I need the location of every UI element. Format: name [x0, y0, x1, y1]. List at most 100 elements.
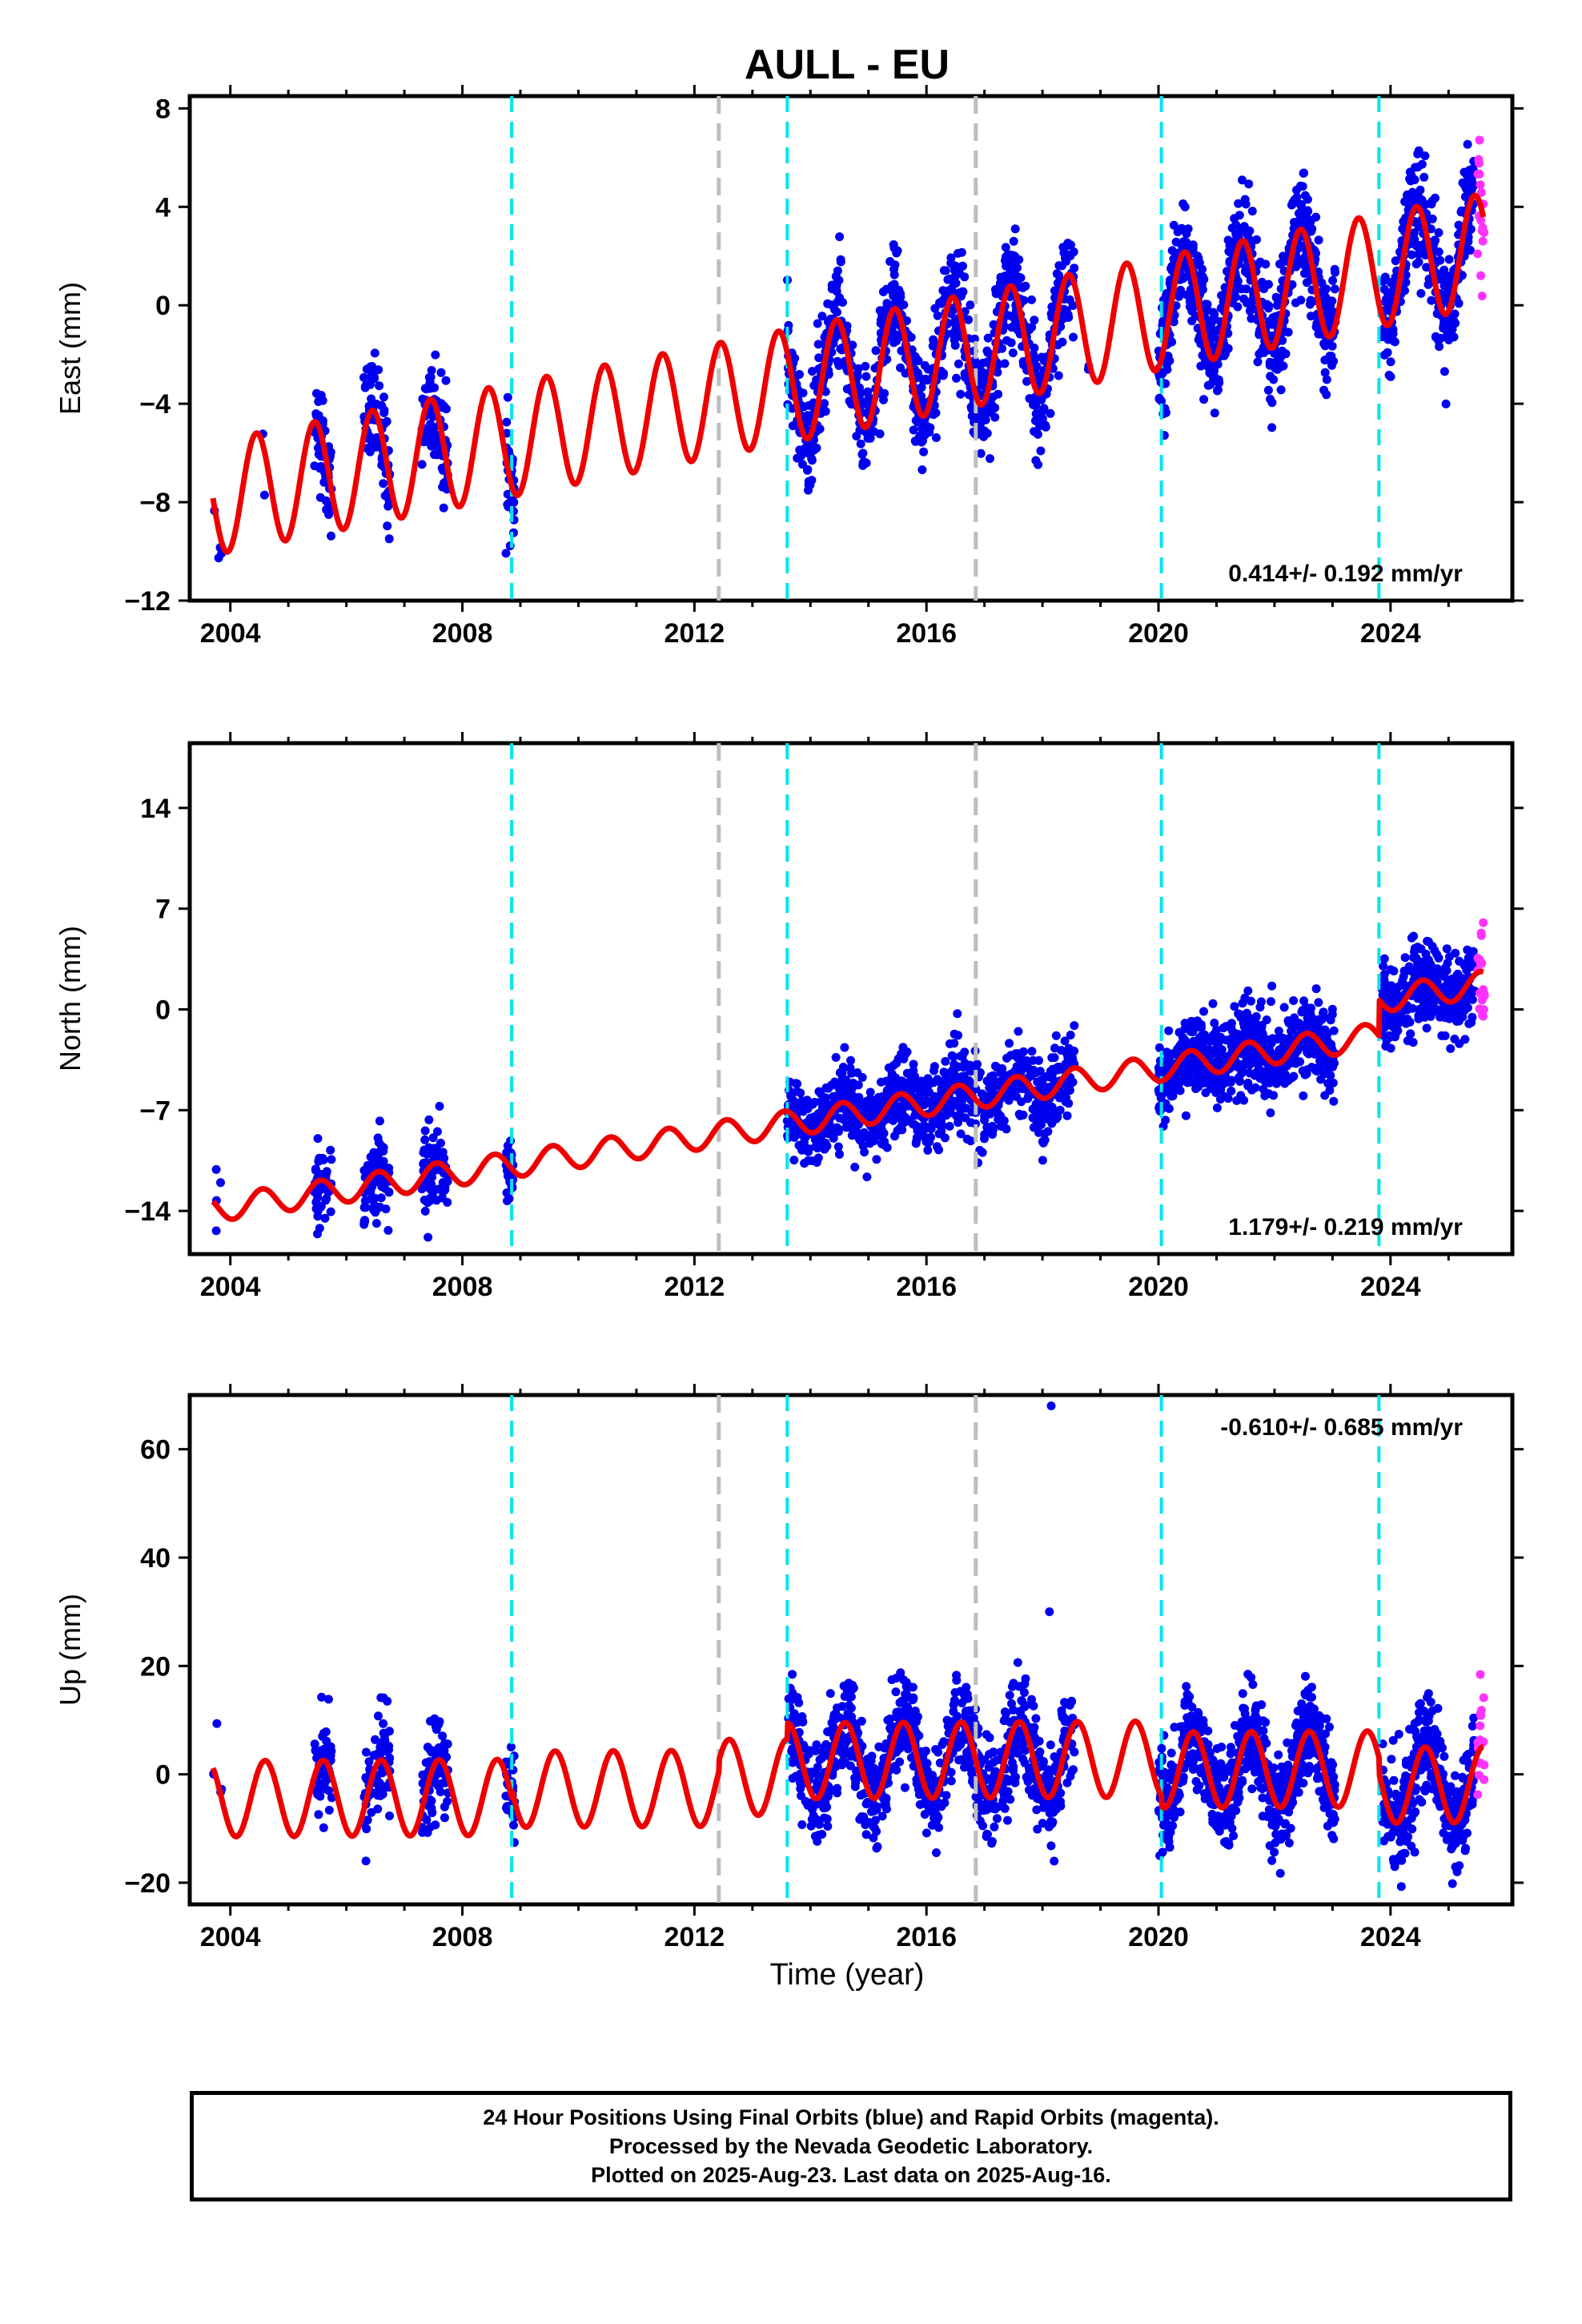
data-point-final	[1391, 1027, 1401, 1036]
data-point-final	[872, 1155, 881, 1164]
data-point-final	[838, 1063, 848, 1072]
data-point-final	[1289, 996, 1299, 1005]
data-point-final	[361, 1747, 371, 1757]
data-point-final	[426, 372, 436, 382]
data-point-final	[926, 1132, 935, 1142]
data-point-final	[950, 340, 960, 350]
data-point-final	[1413, 994, 1423, 1003]
data-point-final	[1304, 215, 1313, 224]
data-point-rapid	[1480, 989, 1489, 999]
data-point-final	[1008, 348, 1018, 358]
data-point-final	[1300, 1070, 1310, 1080]
data-point-final	[937, 299, 946, 308]
data-point-final	[885, 257, 895, 266]
data-point-final	[835, 232, 845, 242]
data-point-final	[1311, 984, 1321, 994]
data-point-final	[825, 1129, 834, 1139]
data-point-final	[1178, 1032, 1187, 1042]
data-point-final	[1384, 328, 1394, 338]
data-point-final	[1248, 1017, 1258, 1026]
data-point-final	[1154, 393, 1164, 403]
data-point-final	[1319, 385, 1329, 395]
y-tick-label: 7	[155, 895, 171, 925]
data-point-final	[360, 382, 370, 392]
data-point-final	[954, 248, 962, 258]
data-point-final	[1022, 376, 1031, 386]
data-point-final	[1460, 1035, 1470, 1044]
data-point-final	[1322, 375, 1331, 384]
data-point-final	[821, 407, 830, 416]
x-tick-label: 2024	[1360, 618, 1421, 649]
data-point-final	[977, 1089, 986, 1099]
data-point-final	[1439, 324, 1448, 333]
data-point-final	[1010, 224, 1020, 234]
data-point-final	[793, 1087, 801, 1096]
data-point-final	[1039, 1112, 1049, 1121]
data-point-final	[1233, 276, 1243, 286]
data-point-final	[1256, 997, 1266, 1007]
data-point-final	[1303, 206, 1312, 215]
data-point-final	[424, 1232, 433, 1242]
data-point-final	[1199, 1007, 1208, 1016]
data-point-final	[1427, 214, 1437, 223]
data-point-final	[1192, 1078, 1202, 1088]
data-point-final	[384, 1188, 394, 1196]
data-point-final	[1320, 356, 1330, 365]
data-point-final	[1262, 300, 1271, 309]
data-point-final	[1428, 996, 1437, 1005]
data-point-final	[980, 1130, 990, 1140]
data-point-final	[950, 1039, 959, 1048]
data-point-final	[889, 1080, 898, 1089]
data-point-final	[212, 1719, 222, 1728]
data-point-final	[1269, 375, 1279, 384]
data-point-final	[1433, 964, 1442, 974]
data-point-final	[374, 365, 383, 375]
data-point-final	[1267, 320, 1277, 329]
data-point-final	[1029, 1123, 1038, 1132]
y-axis-label: East (mm)	[54, 282, 86, 415]
data-point-final	[1014, 1027, 1023, 1036]
data-point-final	[1186, 1063, 1196, 1072]
data-point-final	[1299, 168, 1309, 178]
data-point-final	[364, 1757, 374, 1767]
data-point-final	[318, 1153, 327, 1163]
data-point-final	[1463, 964, 1472, 974]
data-point-final	[933, 311, 942, 320]
data-point-rapid	[1479, 918, 1488, 927]
data-point-final	[359, 372, 368, 382]
data-point-final	[383, 521, 392, 531]
data-point-final	[1243, 226, 1253, 235]
data-point-final	[1060, 1036, 1070, 1046]
data-point-final	[962, 1104, 971, 1113]
data-point-final	[1287, 1026, 1296, 1035]
data-point-final	[911, 354, 921, 364]
data-point-final	[1446, 1043, 1456, 1053]
x-tick-label: 2016	[896, 1272, 957, 1302]
data-point-final	[1182, 229, 1191, 239]
data-point-final	[1328, 275, 1338, 285]
data-point-final	[1441, 399, 1451, 408]
data-point-final	[1247, 1085, 1257, 1095]
data-point-final	[847, 1068, 857, 1078]
data-point-final	[426, 1822, 436, 1831]
data-point-final	[1010, 318, 1020, 328]
data-point-final	[962, 1134, 972, 1144]
data-point-final	[1300, 191, 1310, 200]
data-point-final	[821, 1138, 830, 1148]
data-point-final	[808, 367, 817, 376]
data-point-final	[1259, 348, 1269, 357]
data-point-final	[1386, 965, 1395, 975]
data-point-final	[1315, 1063, 1324, 1073]
data-point-final	[432, 1127, 442, 1136]
data-point-rapid	[1476, 959, 1485, 968]
data-point-final	[360, 1216, 370, 1226]
data-point-final	[994, 1115, 1003, 1124]
data-point-final	[950, 266, 959, 275]
data-point-final	[1182, 1072, 1191, 1081]
data-point-final	[1016, 273, 1026, 283]
data-point-final	[932, 1142, 942, 1152]
data-point-final	[1391, 256, 1400, 266]
data-point-final	[859, 457, 869, 467]
data-point-final	[975, 406, 985, 415]
